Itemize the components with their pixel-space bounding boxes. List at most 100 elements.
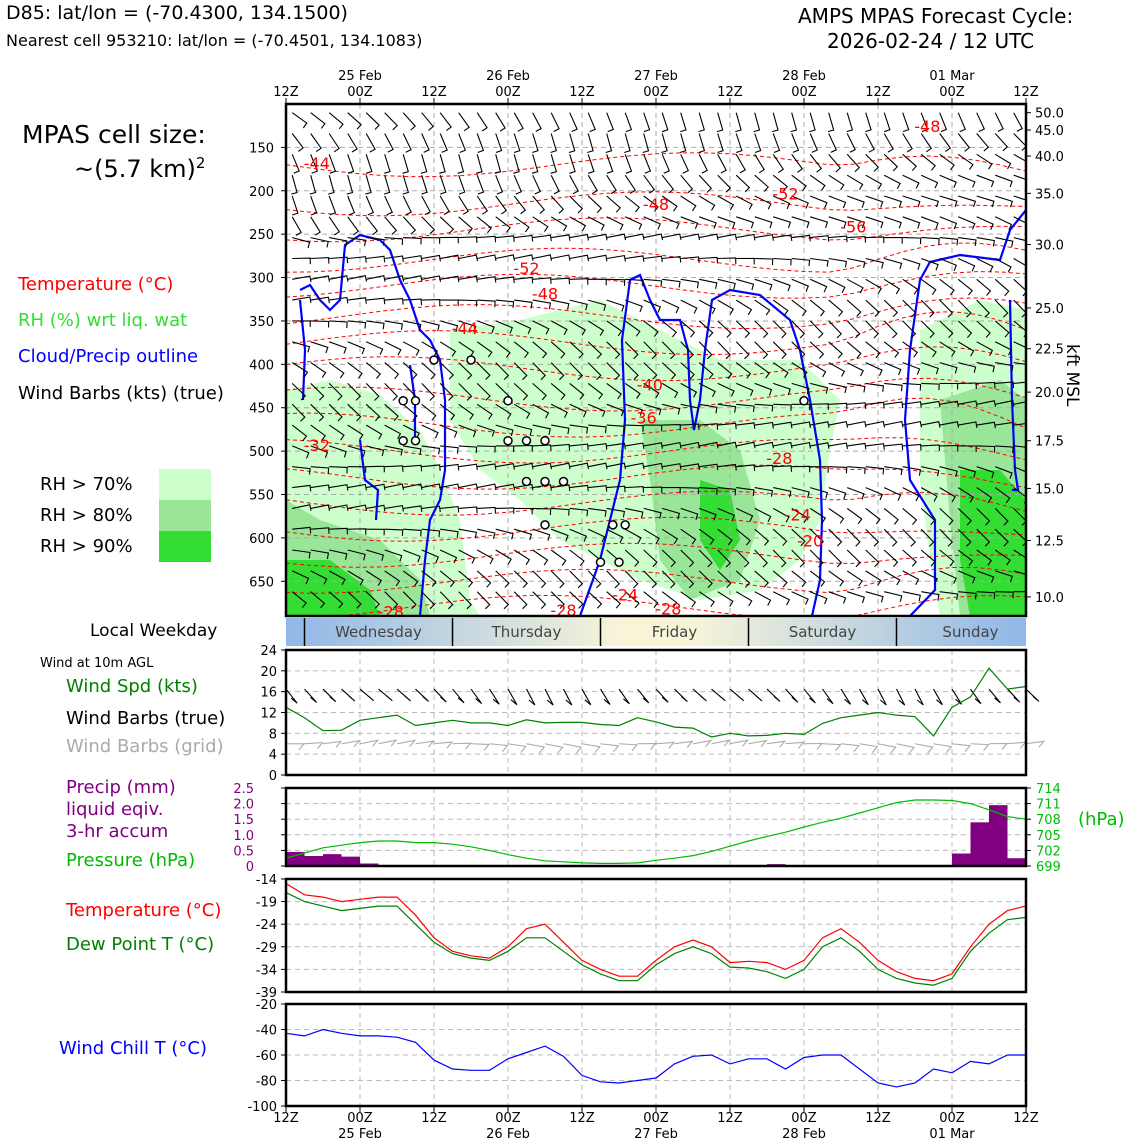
wind-barb xyxy=(421,175,428,195)
wind-barb xyxy=(587,382,604,400)
wind-barb xyxy=(773,421,793,429)
wind-barb xyxy=(625,255,645,262)
wind-barb xyxy=(754,234,774,241)
wind-barb xyxy=(458,445,478,454)
wind-barb xyxy=(976,278,992,296)
bottom-hour-label: 00Z xyxy=(495,1111,521,1126)
wind-barb xyxy=(662,255,682,263)
wind-barb xyxy=(457,154,465,174)
panel-tick-label: 0 xyxy=(269,769,277,784)
top-date-label: 01 Mar xyxy=(929,69,975,84)
wind-barb xyxy=(1013,112,1023,132)
true-wind-barb xyxy=(785,688,799,703)
wind-barb xyxy=(661,591,678,608)
wind-barb xyxy=(402,341,420,356)
legend-wind-speed: Wind Spd (kts) xyxy=(66,676,198,697)
wind-barb xyxy=(865,466,885,475)
true-wind-barb xyxy=(692,688,707,702)
true-wind-barb xyxy=(655,688,669,703)
wind-barb xyxy=(736,464,756,471)
wind-barb xyxy=(402,403,418,421)
wind-barb xyxy=(995,570,1013,583)
wind-barb xyxy=(310,527,330,534)
wind-barb xyxy=(809,174,826,191)
wind-barb xyxy=(939,257,958,272)
wind-barb xyxy=(939,195,958,208)
wind-barb xyxy=(587,216,605,231)
wind-barb xyxy=(366,275,386,282)
rh-shade-6 xyxy=(286,560,380,616)
wind-barb xyxy=(716,112,724,133)
wind-barb xyxy=(976,570,995,583)
wind-barb xyxy=(550,549,567,566)
wind-barb xyxy=(588,485,608,492)
wind-barb xyxy=(828,382,847,394)
wind-barb xyxy=(754,382,773,396)
wind-barb xyxy=(495,483,516,491)
wind-barb xyxy=(847,195,865,208)
wind-barb xyxy=(828,549,843,568)
wind-barb xyxy=(773,278,791,292)
wind-barb xyxy=(976,320,991,338)
wind-barb xyxy=(680,362,695,380)
wind-barb xyxy=(347,383,362,401)
wind-barb xyxy=(680,487,700,495)
wind-barb xyxy=(717,570,732,588)
wind-barb xyxy=(569,154,576,174)
wind-barb xyxy=(403,298,423,306)
wind-barb xyxy=(643,362,658,380)
wind-barb xyxy=(643,424,663,432)
wind-barb xyxy=(809,570,826,587)
wind-barb xyxy=(846,362,864,377)
true-wind-barb xyxy=(507,688,518,706)
wind-barb xyxy=(791,341,806,359)
wind-barb xyxy=(310,466,330,474)
wind-barb xyxy=(551,254,571,262)
wind-barb xyxy=(384,549,403,562)
wind-barb xyxy=(514,276,534,284)
wind-barb xyxy=(329,341,347,354)
wind-barb xyxy=(958,195,977,208)
wind-barb xyxy=(624,549,640,567)
wind-barb xyxy=(440,299,459,307)
wind-barb xyxy=(643,154,652,174)
wind-barb xyxy=(902,216,921,229)
wind-barb xyxy=(958,400,978,408)
wind-barb xyxy=(865,195,884,208)
wind-barb xyxy=(865,591,884,603)
cycle-title: AMPS MPAS Forecast Cycle: xyxy=(798,4,1074,28)
temperature-contour-label: -36 xyxy=(631,408,657,427)
temperature-contour-label: -20 xyxy=(797,532,823,551)
wind-barb xyxy=(847,257,866,269)
wind-barb xyxy=(550,570,565,589)
wind-barb xyxy=(884,237,903,244)
legend-wind: Wind Barbs (kts) (true) xyxy=(18,383,224,404)
precip-tick-label: 2.5 xyxy=(233,782,254,797)
wind-barb xyxy=(588,233,608,241)
wind-barb xyxy=(976,299,990,318)
wind-barb xyxy=(810,216,829,229)
panel-tick-label: -14 xyxy=(256,873,277,888)
wind-barb xyxy=(828,320,842,339)
wind-barb xyxy=(920,112,929,133)
wind-barb xyxy=(310,424,326,441)
wind-barb xyxy=(698,382,716,398)
wind-barb xyxy=(754,362,770,379)
wind-barb xyxy=(754,133,762,154)
wind-barb xyxy=(292,549,311,559)
wind-barb xyxy=(1013,153,1026,169)
wind-barb xyxy=(291,133,304,152)
wind-barb xyxy=(810,421,830,428)
wind-barb xyxy=(569,278,589,285)
wind-barb xyxy=(957,508,972,526)
wind-barb xyxy=(846,153,861,173)
wind-barb xyxy=(476,112,488,132)
wind-barb xyxy=(291,570,310,585)
wind-barb xyxy=(329,320,348,329)
wind-barb xyxy=(310,257,330,264)
wind-barb xyxy=(939,112,948,133)
wind-barb xyxy=(809,133,819,153)
grid-wind-barb xyxy=(285,743,306,751)
panel-tick-label: 16 xyxy=(260,686,277,701)
wind-barb xyxy=(365,216,379,236)
